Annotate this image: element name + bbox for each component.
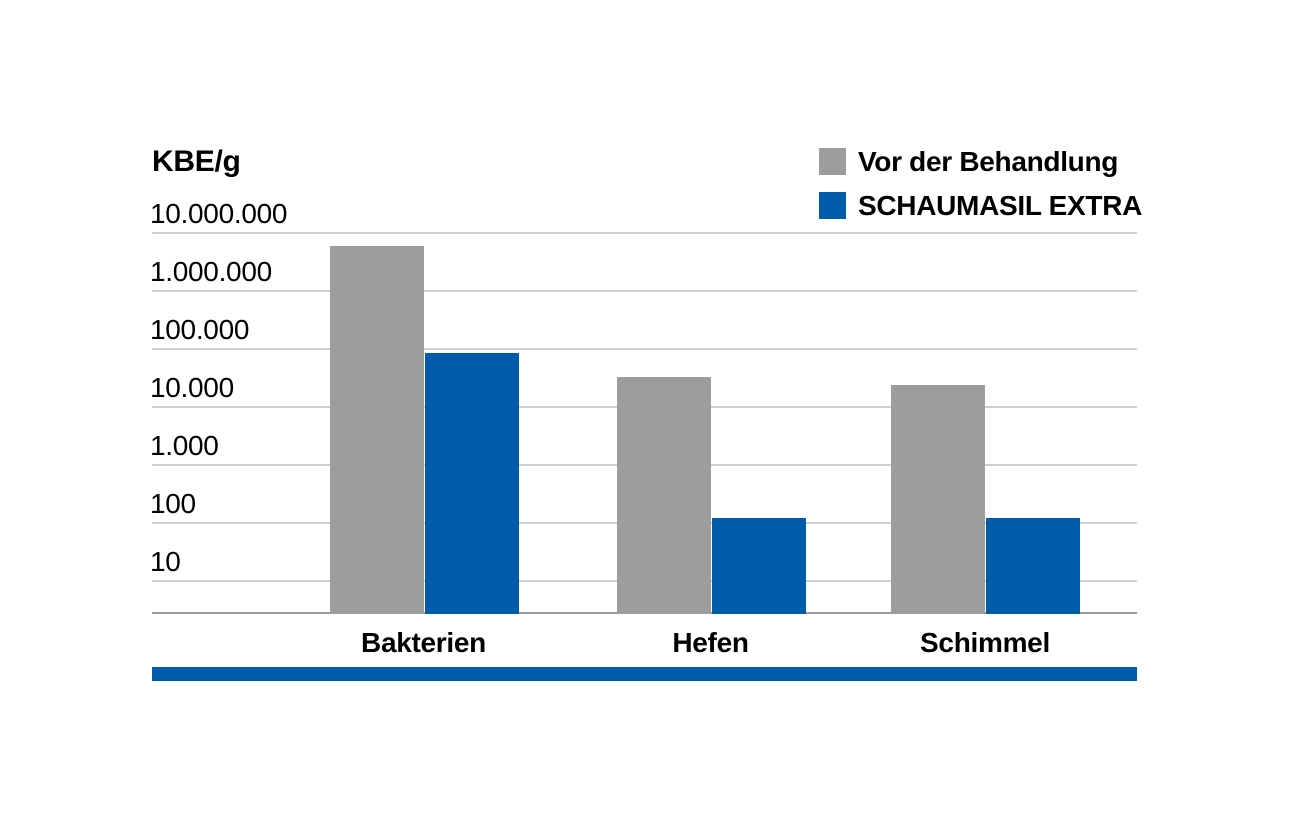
bar-schaumasil-extra-bakterien bbox=[424, 353, 519, 614]
legend-item-schaumasil-extra: SCHAUMASIL EXTRA bbox=[819, 189, 1143, 221]
bar-vor-der-behandlung-hefen bbox=[616, 376, 711, 614]
plot-area bbox=[152, 232, 1137, 614]
y-tick-label-1-000-000: 1.000.000 bbox=[150, 256, 272, 287]
legend-swatch-schaumasil-extra bbox=[819, 192, 846, 219]
y-tick-label-100: 100 bbox=[150, 488, 196, 519]
y-axis-unit-label: KBE/g bbox=[152, 145, 241, 178]
legend-label-schaumasil-extra: SCHAUMASIL EXTRA bbox=[858, 189, 1143, 221]
gridline-10-000-000 bbox=[152, 232, 1137, 234]
y-tick-label-10: 10 bbox=[150, 546, 181, 577]
bar-vor-der-behandlung-bakterien bbox=[329, 245, 424, 614]
legend-label-vor-der-behandlung: Vor der Behandlung bbox=[858, 145, 1119, 177]
legend-item-vor-der-behandlung: Vor der Behandlung bbox=[819, 145, 1142, 177]
category-label-hefen: Hefen bbox=[672, 627, 749, 658]
y-tick-label-100-000: 100.000 bbox=[150, 314, 250, 345]
category-label-schimmel: Schimmel bbox=[920, 627, 1050, 658]
y-tick-label-10-000: 10.000 bbox=[150, 372, 234, 403]
bottom-accent-rule bbox=[152, 667, 1137, 681]
y-tick-label-1-000: 1.000 bbox=[150, 430, 219, 461]
gridline-1-000-000 bbox=[152, 290, 1137, 292]
legend: Vor der Behandlung SCHAUMASIL EXTRA bbox=[819, 145, 1143, 236]
legend-swatch-vor-der-behandlung bbox=[819, 148, 846, 175]
gridline-100-000 bbox=[152, 348, 1137, 350]
category-label-bakterien: Bakterien bbox=[361, 627, 486, 658]
bar-schaumasil-extra-hefen bbox=[711, 518, 806, 614]
bar-schaumasil-extra-schimmel bbox=[986, 518, 1080, 614]
bar-vor-der-behandlung-schimmel bbox=[891, 384, 985, 614]
y-tick-label-10-000-000: 10.000.000 bbox=[150, 198, 288, 229]
